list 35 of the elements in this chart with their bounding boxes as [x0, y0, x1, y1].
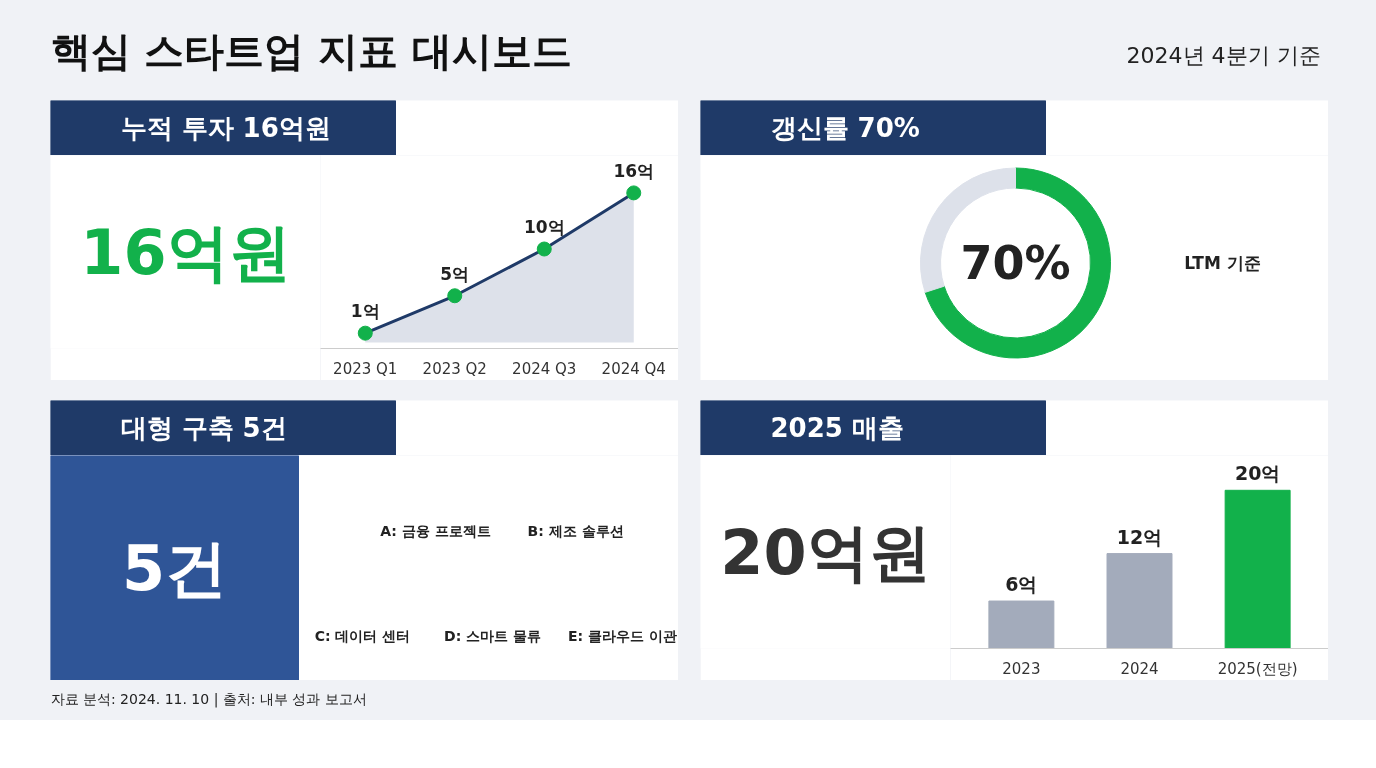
text: 대형 구축 5건 — [120, 412, 287, 443]
data-label: 20억 — [1234, 462, 1281, 485]
chart-title: 갱신률 70% — [770, 112, 920, 143]
point — [447, 288, 463, 304]
data-label: 6억 — [1005, 573, 1038, 596]
text: LTM 기준 — [1184, 253, 1261, 273]
data-label: 16억 — [613, 160, 655, 181]
x-tick-label: 2024 — [1120, 659, 1159, 678]
point — [626, 185, 642, 201]
text: A: 금융 프로젝트 — [380, 522, 491, 539]
text: 20억원 — [720, 515, 931, 589]
point — [536, 241, 552, 257]
text: B: 제조 솔루션 — [527, 522, 624, 539]
x-tick-label: 2023 Q2 — [422, 359, 487, 378]
text: 2024년 4분기 기준 — [1126, 43, 1321, 68]
x-tick-label: 2024 Q3 — [512, 359, 577, 378]
text: C: 데이터 센터 — [314, 627, 411, 644]
data-label: 10억 — [523, 217, 565, 238]
text: 자료 분석: 2024. 11. 10 | 출처: 내부 성과 보고서 — [50, 690, 367, 708]
chart-title: 2025 매출 — [770, 412, 904, 443]
chart-title: 누적 투자 16억원 — [120, 112, 331, 143]
text: 16억원 — [80, 215, 291, 289]
text: D: 스마트 물류 — [444, 627, 541, 644]
data-label: 1억 — [350, 301, 380, 322]
x-tick-label: 2023 Q1 — [333, 359, 398, 378]
x-tick-label: 2023 — [1002, 659, 1041, 678]
text: 핵심 스타트업 지표 대시보드 — [50, 27, 573, 74]
text: 5건 — [121, 531, 228, 605]
x-tick-label: 2025(전망) — [1217, 659, 1298, 678]
data-label: 5억 — [440, 263, 470, 284]
text: 70% — [960, 236, 1071, 290]
text: E: 클라우드 이관 — [568, 627, 677, 644]
point — [357, 325, 373, 341]
x-tick-label: 2024 Q4 — [601, 359, 666, 378]
data-label: 12억 — [1116, 525, 1163, 548]
